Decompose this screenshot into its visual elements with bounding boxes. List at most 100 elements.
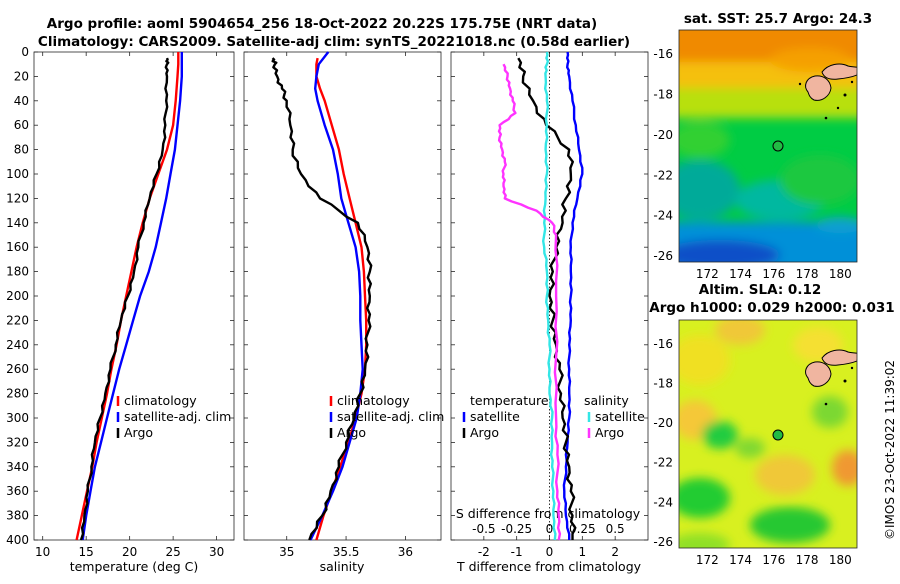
lat-tick-label: -22 [653, 168, 673, 182]
legend-label-argo: Argo [124, 425, 153, 440]
depth-tick-label: 20 [14, 69, 29, 83]
lat-tick-label: -22 [653, 456, 673, 470]
sla-map [679, 320, 857, 548]
imos-credit: ©IMOS 23-Oct-2022 11:39:02 [883, 360, 897, 540]
x-tick-label: 1 [579, 545, 587, 559]
x-tick-label: 30 [209, 545, 224, 559]
top-x-tick-label: -0.5 [472, 522, 495, 536]
legend-label-climatology: climatology [124, 393, 197, 408]
sla-map-lon-ticks: 172 174 176 178 180 [696, 553, 852, 567]
x-tick-label: 35.5 [333, 545, 360, 559]
lat-tick-label: -24 [653, 209, 673, 223]
lon-tick-label: 180 [829, 553, 852, 567]
sst-map-frame [678, 29, 858, 263]
depth-tick-label: 160 [6, 240, 29, 254]
temperature-legend: climatology satellite-adj. clim Argo [116, 393, 231, 440]
depth-tick-label: 280 [6, 387, 29, 401]
difference-xlabel: T difference from climatology [456, 559, 642, 574]
difference-legend: temperature salinity satellite Argo sate… [462, 393, 645, 440]
lon-tick-label: 180 [829, 267, 852, 281]
lon-tick-label: 174 [729, 553, 752, 567]
x-tick-label: 25 [165, 545, 180, 559]
x-tick-label: 35 [279, 545, 294, 559]
series-line-satellite-adj-clim [309, 51, 364, 541]
salinity-x-ticks: 35 35.5 36 [279, 52, 413, 559]
difference-series [497, 51, 584, 541]
top-x-tick-label: 0.5 [606, 522, 625, 536]
sst-fiji-islands [798, 63, 857, 120]
series-line-argo [271, 57, 373, 541]
lat-tick-label: -20 [653, 416, 673, 430]
depth-tick-label: 400 [6, 533, 29, 547]
legend-label-t-argo: Argo [470, 425, 499, 440]
depth-tick-label: 360 [6, 484, 29, 498]
legend-label-t-satellite: satellite [470, 409, 520, 424]
depth-tick-label: 100 [6, 167, 29, 181]
salinity-legend: climatology satellite-adj. clim Argo [329, 393, 444, 440]
series-line-climatology [75, 52, 180, 541]
lat-tick-label: -20 [653, 128, 673, 142]
top-x-tick-label: -0.25 [501, 522, 532, 536]
legend-label-s-satellite: satellite [595, 409, 645, 424]
series-line-salinity-satellite [542, 51, 557, 541]
depth-tick-label: 80 [14, 143, 29, 157]
depth-tick-label: 120 [6, 191, 29, 205]
x-tick-label: 36 [398, 545, 413, 559]
depth-tick-label: 240 [6, 338, 29, 352]
difference-top-x-ticks: -0.5 -0.25 0 0.25 0.5 [472, 522, 625, 536]
legend-label-s-argo: Argo [595, 425, 624, 440]
x-tick-label: 2 [611, 545, 619, 559]
lat-tick-label: -26 [653, 535, 673, 549]
lon-tick-label: 178 [796, 553, 819, 567]
lon-tick-label: 172 [696, 267, 719, 281]
lat-tick-label: -16 [653, 337, 673, 351]
sla-map-title-line2: Argo h1000: 0.029 h2000: 0.031 [649, 300, 894, 316]
depth-tick-label: 340 [6, 460, 29, 474]
lon-tick-label: 178 [796, 267, 819, 281]
sst-map [679, 30, 857, 262]
x-tick-label: 0 [546, 545, 554, 559]
depth-tick-label: 200 [6, 289, 29, 303]
sla-map-lat-ticks: -16 -18 -20 -22 -24 -26 [653, 337, 673, 549]
depth-tick-label: 380 [6, 509, 29, 523]
lon-tick-label: 172 [696, 553, 719, 567]
x-tick-label: 15 [79, 545, 94, 559]
salinity-xlabel: salinity [320, 559, 365, 574]
depth-tick-label: 180 [6, 265, 29, 279]
x-tick-label: -2 [478, 545, 490, 559]
legend-header-temperature: temperature [470, 393, 549, 408]
temperature-axes [33, 51, 235, 541]
temperature-x-ticks: 10 15 20 25 30 [35, 52, 224, 559]
legend-label-argo: Argo [337, 425, 366, 440]
title-line2: Climatology: CARS2009. Satellite-adj cli… [38, 34, 630, 50]
lat-tick-label: -24 [653, 495, 673, 509]
sla-fiji-islands [805, 349, 857, 406]
x-tick-label: -1 [511, 545, 523, 559]
title-line1: Argo profile: aoml 5904654_256 18-Oct-20… [47, 16, 597, 32]
depth-tick-label: 220 [6, 313, 29, 327]
depth-tick-label: 40 [14, 94, 29, 108]
temperature-xlabel: temperature (deg C) [70, 559, 199, 574]
lon-tick-label: 176 [762, 267, 785, 281]
lat-tick-label: -26 [653, 249, 673, 263]
top-x-tick-label: 0.25 [569, 522, 596, 536]
lat-tick-label: -16 [653, 47, 673, 61]
lat-tick-label: -18 [653, 376, 673, 390]
sst-map-lon-ticks: 172 174 176 178 180 [696, 267, 852, 281]
sst-map-lat-ticks: -16 -18 -20 -22 -24 -26 [653, 47, 673, 263]
series-line-satellite-adj-clim [81, 52, 183, 541]
series-line-temperature-satellite [562, 51, 584, 540]
sst-argo-marker [772, 140, 784, 152]
temperature-series [75, 52, 183, 541]
sla-map-frame [678, 319, 858, 549]
series-line-argo [79, 57, 170, 541]
depth-tick-label: 320 [6, 435, 29, 449]
lon-tick-label: 174 [729, 267, 752, 281]
sla-map-title-line1: Altim. SLA: 0.12 [699, 282, 821, 298]
salinity-series [271, 51, 373, 541]
series-line-temperature-argo [517, 57, 577, 540]
sst-map-title: sat. SST: 25.7 Argo: 24.3 [684, 11, 872, 27]
depth-tick-label: 140 [6, 216, 29, 230]
series-line-salinity-argo [497, 63, 562, 541]
